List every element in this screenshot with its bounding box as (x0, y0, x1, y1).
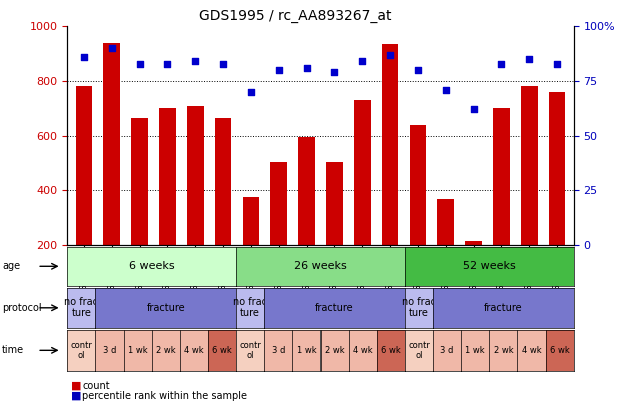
Bar (76, 86, 92, 245)
Point (162, 60, 172, 67)
Text: fracture: fracture (484, 303, 522, 313)
Text: fracture: fracture (146, 303, 185, 313)
Point (469, 106, 479, 113)
Point (357, 58, 367, 64)
Bar (381, 44, 399, 245)
Bar (326, 162, 343, 245)
Text: 4 wk: 4 wk (184, 346, 204, 355)
Text: protocol: protocol (2, 303, 42, 313)
Bar (465, 241, 482, 245)
Text: no frac
ture: no frac ture (64, 297, 98, 318)
Point (246, 89, 256, 95)
Text: 2 wk: 2 wk (156, 346, 176, 355)
Text: 4 wk: 4 wk (522, 346, 541, 355)
Point (496, 60, 506, 67)
Point (440, 87, 451, 93)
Bar (298, 137, 315, 245)
Text: 3 d: 3 d (103, 346, 116, 355)
Bar (103, 43, 120, 245)
Text: percentile rank within the sample: percentile rank within the sample (82, 391, 247, 401)
Point (301, 65, 312, 71)
Bar (354, 100, 370, 245)
Point (413, 67, 423, 73)
Point (524, 56, 535, 62)
Text: ■: ■ (71, 381, 81, 390)
Text: 3 d: 3 d (440, 346, 454, 355)
Text: 4 wk: 4 wk (353, 346, 372, 355)
Text: no frac
ture: no frac ture (402, 297, 436, 318)
Bar (215, 118, 231, 245)
Text: count: count (82, 381, 110, 390)
Text: 52 weeks: 52 weeks (463, 261, 515, 271)
Text: 6 wk: 6 wk (550, 346, 569, 355)
Text: contr
ol: contr ol (71, 341, 92, 360)
Text: ■: ■ (71, 391, 81, 401)
Bar (493, 108, 510, 245)
Point (274, 67, 284, 73)
Text: 6 weeks: 6 weeks (129, 261, 174, 271)
Text: 2 wk: 2 wk (325, 346, 344, 355)
Point (79, 54, 89, 60)
Text: 1 wk: 1 wk (465, 346, 485, 355)
Point (552, 60, 562, 67)
Bar (242, 197, 260, 245)
Bar (187, 106, 204, 245)
Point (218, 60, 228, 67)
Text: contr
ol: contr ol (239, 341, 261, 360)
Point (135, 60, 145, 67)
Text: 26 weeks: 26 weeks (294, 261, 347, 271)
Bar (549, 92, 565, 245)
Text: 2 wk: 2 wk (494, 346, 513, 355)
Bar (437, 198, 454, 245)
Point (329, 69, 340, 75)
Text: time: time (2, 345, 24, 355)
Bar (521, 86, 538, 245)
Text: contr
ol: contr ol (408, 341, 430, 360)
Bar (271, 162, 287, 245)
Point (106, 45, 117, 51)
Text: no frac
ture: no frac ture (233, 297, 267, 318)
Text: 6 wk: 6 wk (381, 346, 401, 355)
Title: GDS1995 / rc_AA893267_at: GDS1995 / rc_AA893267_at (199, 9, 392, 23)
Text: 3 d: 3 d (272, 346, 285, 355)
Text: 1 wk: 1 wk (128, 346, 147, 355)
Bar (410, 125, 426, 245)
Text: age: age (2, 261, 20, 271)
Point (190, 58, 201, 64)
Text: 1 wk: 1 wk (297, 346, 316, 355)
Point (385, 51, 395, 58)
Bar (131, 118, 148, 245)
Text: fracture: fracture (315, 303, 354, 313)
Bar (159, 108, 176, 245)
Text: 6 wk: 6 wk (212, 346, 232, 355)
